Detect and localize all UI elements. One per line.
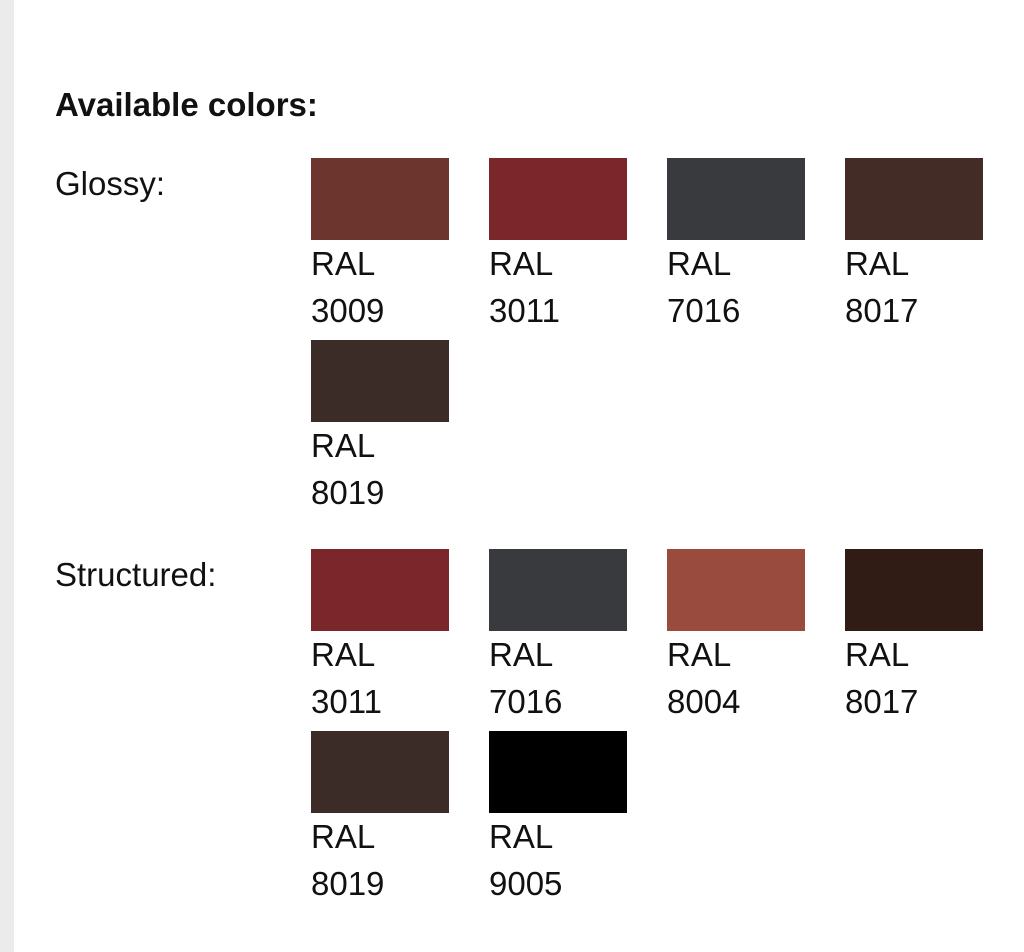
- swatch-item: RAL 8017: [845, 549, 983, 725]
- color-swatch: [667, 549, 805, 631]
- swatch-label: RAL 3009: [311, 245, 385, 329]
- title: Available colors:: [55, 86, 318, 123]
- color-swatch: [311, 158, 449, 240]
- swatch-item: RAL 3011: [489, 158, 627, 334]
- swatch-list: RAL 3011 RAL 7016 RAL 8004 RAL 8017 RAL 8019…: [311, 549, 991, 907]
- color-group: Structured: RAL 3011 RAL 7016 RAL 8004 RAL 8…: [55, 549, 995, 907]
- swatch-label: RAL 8004: [667, 636, 741, 720]
- swatch-item: RAL 8019: [311, 731, 449, 907]
- swatch-item: RAL 8017: [845, 158, 983, 334]
- color-swatch: [489, 549, 627, 631]
- color-swatch: [845, 549, 983, 631]
- swatch-item: RAL 7016: [667, 158, 805, 334]
- group-label: Structured:: [55, 556, 217, 593]
- side-strip: [0, 0, 14, 952]
- swatch-label: RAL 8019: [311, 427, 385, 511]
- swatch-label: RAL 7016: [489, 636, 563, 720]
- color-swatch: [489, 731, 627, 813]
- group-label: Glossy:: [55, 165, 166, 202]
- swatch-label: RAL 7016: [667, 245, 741, 329]
- color-swatch: [311, 731, 449, 813]
- swatch-item: RAL 9005: [489, 731, 627, 907]
- color-swatch: [311, 340, 449, 422]
- swatch-label: RAL 9005: [489, 818, 563, 902]
- swatch-label: RAL 8017: [845, 636, 919, 720]
- swatch-item: RAL 7016: [489, 549, 627, 725]
- swatch-item: RAL 3011: [311, 549, 449, 725]
- color-swatch: [667, 158, 805, 240]
- swatch-label: RAL 8019: [311, 818, 385, 902]
- swatch-label: RAL 3011: [311, 636, 382, 720]
- swatch-item: RAL 3009: [311, 158, 449, 334]
- color-swatch: [845, 158, 983, 240]
- color-swatch: [489, 158, 627, 240]
- swatch-label: RAL 8017: [845, 245, 919, 329]
- color-swatch: [311, 549, 449, 631]
- swatch-list: RAL 3009 RAL 3011 RAL 7016 RAL 8017 RAL 8019: [311, 158, 991, 516]
- swatch-item: RAL 8019: [311, 340, 449, 516]
- swatch-item: RAL 8004: [667, 549, 805, 725]
- color-group: Glossy: RAL 3009 RAL 3011 RAL 7016 RAL 8017 R…: [55, 158, 995, 516]
- color-groups: Glossy: RAL 3009 RAL 3011 RAL 7016 RAL 8017 R…: [55, 158, 995, 940]
- swatch-label: RAL 3011: [489, 245, 560, 329]
